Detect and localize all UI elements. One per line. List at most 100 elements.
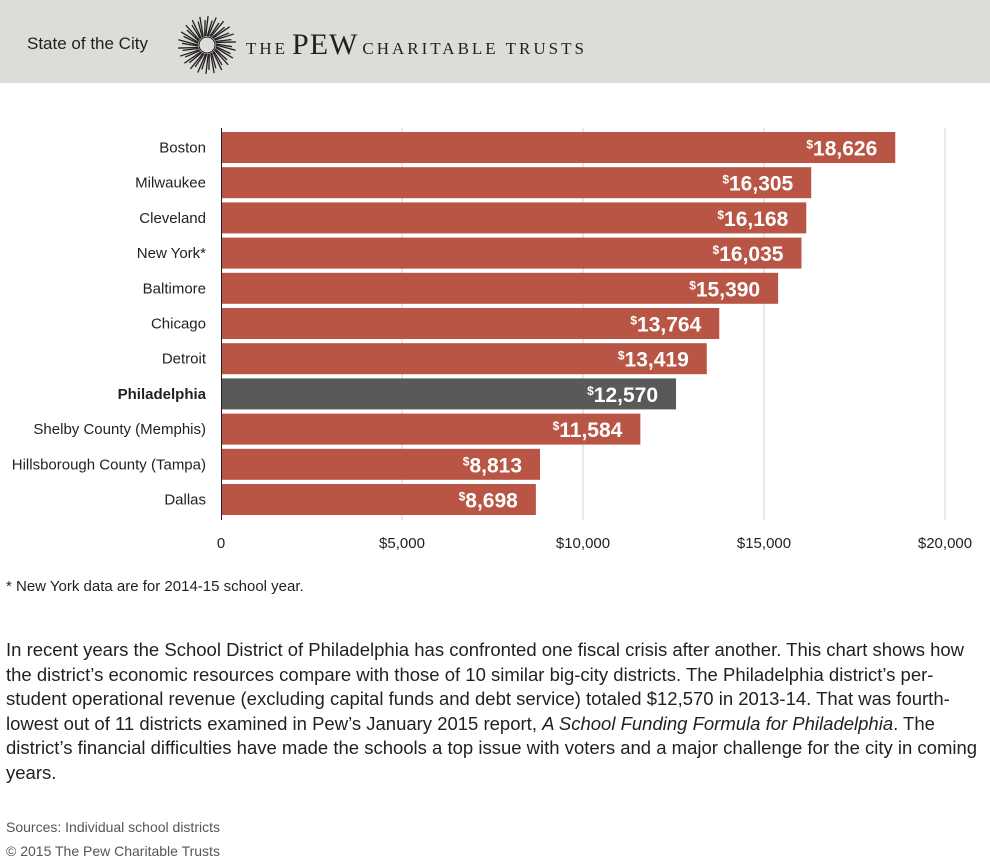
logo-ray: [215, 43, 233, 48]
value-label-currency: $: [717, 208, 724, 222]
value-label-currency: $: [618, 349, 625, 363]
category-label: Chicago: [151, 316, 206, 333]
value-label: $13,419: [618, 349, 689, 372]
value-label-currency: $: [630, 314, 637, 328]
value-label: $15,390: [689, 278, 760, 301]
category-label: Hillsborough County (Tampa): [12, 456, 206, 473]
bar: [221, 448, 541, 480]
x-tick-label: $10,000: [556, 535, 610, 552]
logo-ray: [214, 33, 235, 41]
logo-ray: [185, 24, 200, 41]
logo-ray: [206, 20, 213, 37]
logo-ray: [184, 50, 201, 58]
x-tick-label: 0: [217, 535, 225, 552]
logo-ray: [201, 53, 208, 70]
value-label-currency: $: [689, 278, 696, 292]
value-label: $8,698: [459, 490, 519, 513]
bar: [221, 167, 812, 199]
value-label-currency: $: [463, 454, 470, 468]
logo-ray: [205, 53, 209, 75]
bar-chart: 0 $5,000 $10,000 $15,000 $20,000 Boston $18,62…: [12, 128, 972, 552]
report-title-link[interactable]: A School Funding Formula for Philadelphi…: [542, 712, 894, 734]
logo-ray: [213, 32, 230, 40]
logo-ray: [181, 42, 199, 47]
footnote: * New York data are for 2014-15 school y…: [6, 578, 304, 595]
value-label-currency: $: [806, 138, 813, 152]
logo-ray: [215, 38, 232, 43]
logo-ray: [215, 41, 236, 44]
value-label: $12,570: [587, 384, 658, 407]
value-label-currency: $: [553, 419, 560, 433]
value-label-number: 13,419: [625, 349, 689, 372]
bar: [221, 132, 896, 163]
logo-ray: [188, 51, 203, 64]
value-label-number: 15,390: [696, 278, 760, 301]
section-title: State of the City: [27, 34, 148, 53]
value-label-number: 8,698: [465, 490, 518, 513]
logo-center: [198, 36, 216, 54]
bar: [221, 343, 707, 375]
logo-ray: [207, 17, 217, 37]
category-label: New York*: [137, 245, 206, 262]
category-label: Dallas: [164, 492, 206, 509]
logo-ray: [214, 49, 229, 66]
logo-ray: [197, 21, 203, 38]
header-bar: State of the City THE PEW CHARITABLE TRUST…: [0, 0, 990, 83]
category-label: Baltimore: [143, 280, 206, 297]
pew-sunburst-logo-icon: [178, 15, 236, 75]
x-tick-label: $15,000: [737, 535, 791, 552]
value-label-currency: $: [459, 490, 466, 504]
logo-ray: [211, 26, 226, 39]
bar: [221, 237, 802, 269]
logo-ray: [199, 16, 204, 37]
logo-ray: [211, 52, 217, 69]
description-text-after: . The district’s financial difficulties …: [6, 712, 978, 783]
value-label: $16,035: [713, 243, 784, 266]
copyright-note: © 2015 The Pew Charitable Trusts: [6, 843, 220, 859]
bar: [221, 413, 641, 445]
value-label: $16,305: [722, 173, 793, 196]
category-label: Milwaukee: [135, 175, 206, 192]
logo-ray: [191, 24, 201, 40]
value-label: $8,813: [463, 454, 522, 477]
logo-ray: [184, 51, 202, 64]
value-label-number: 18,626: [813, 138, 877, 161]
logo-ray: [212, 51, 223, 71]
value-label-number: 12,570: [594, 384, 658, 407]
logo-ray: [205, 15, 209, 37]
logo-ray: [194, 53, 205, 68]
value-label-number: 13,764: [637, 314, 702, 337]
category-label: Shelby County (Memphis): [33, 421, 206, 438]
bar: [221, 272, 779, 304]
value-label-currency: $: [722, 173, 729, 187]
category-label: Detroit: [162, 351, 207, 368]
logo-ray: [191, 19, 202, 39]
org-name-the: THE: [246, 39, 289, 58]
value-label: $13,764: [630, 314, 701, 337]
bar: [221, 202, 807, 234]
logo-ray: [215, 46, 234, 59]
bar: [221, 308, 720, 339]
value-label-number: 16,305: [729, 173, 794, 196]
logo-ray: [186, 29, 200, 42]
logo-ray: [209, 22, 220, 37]
logo-ray: [213, 50, 223, 66]
value-label-currency: $: [713, 243, 720, 257]
logo-ray: [189, 52, 204, 70]
logo-ray: [183, 35, 199, 45]
x-tick-label: $20,000: [918, 535, 972, 552]
logo-ray: [215, 45, 231, 55]
category-label: Philadelphia: [118, 386, 207, 403]
logo-ray: [210, 53, 215, 74]
value-label: $18,626: [806, 138, 877, 161]
sources-note: Sources: Individual school districts: [6, 819, 220, 835]
org-name-pew: PEW: [292, 28, 359, 61]
value-label-number: 11,584: [559, 419, 622, 442]
value-label: $16,168: [717, 208, 788, 231]
logo-ray: [178, 39, 199, 46]
value-label-number: 16,168: [724, 208, 789, 231]
logo-ray: [215, 44, 236, 51]
logo-ray: [214, 48, 228, 61]
value-label-number: 16,035: [719, 243, 784, 266]
category-label: Cleveland: [139, 210, 206, 227]
